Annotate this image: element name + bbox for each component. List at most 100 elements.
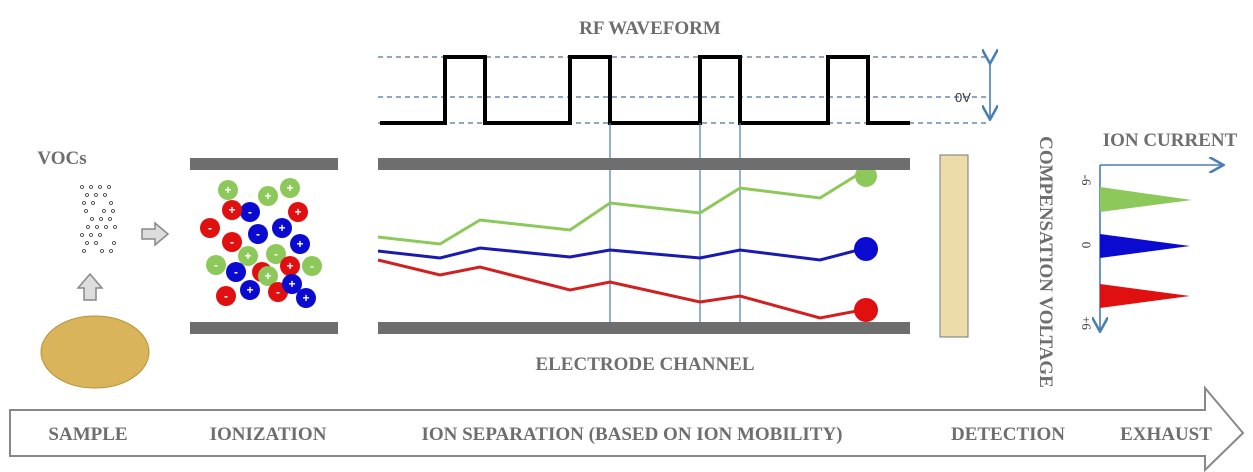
ion: [302, 256, 322, 276]
voc-dot: [113, 225, 117, 229]
dashed-levels: [378, 56, 990, 124]
ion: [248, 224, 268, 244]
ion-sign: +: [286, 259, 293, 273]
voc-dot: [109, 249, 113, 253]
ion-sign: -: [224, 289, 228, 303]
voc-dot: [95, 225, 99, 229]
voc-dot: [94, 193, 98, 197]
voc-dot: [82, 201, 86, 205]
red-path: [377, 258, 863, 320]
voc-dot: [100, 249, 104, 253]
phase-lines: [609, 123, 741, 322]
ion: [238, 246, 258, 266]
voc-dot: [85, 241, 89, 245]
ion-sign: -: [274, 247, 278, 261]
voc-dot: [90, 217, 94, 221]
ion-sign: -: [208, 221, 212, 235]
up-arrow: [76, 272, 104, 301]
voc-dot: [80, 233, 84, 237]
detector-plate: [939, 154, 969, 338]
voc-dot: [99, 217, 103, 221]
ion-sign: +: [224, 183, 231, 197]
ion: [226, 262, 246, 282]
zero-label: 0V: [955, 90, 971, 105]
blue-ion: [854, 237, 878, 261]
cv-tick: 0: [1079, 242, 1094, 249]
voc-dot: [103, 193, 107, 197]
voc-dot: [82, 249, 86, 253]
rf-wave: [380, 55, 910, 125]
potato: [40, 315, 150, 389]
ion: [206, 255, 226, 275]
cv-label: COMPENSATION VOLTAGE: [1035, 136, 1056, 388]
green-peak: [1100, 187, 1192, 212]
ion: [222, 200, 242, 220]
voc-dot: [84, 209, 88, 213]
blue-path: [377, 246, 863, 262]
ion-sign: +: [302, 291, 309, 305]
ion-sign: +: [228, 203, 235, 217]
ion: [290, 234, 310, 254]
ion-sign: +: [296, 237, 303, 251]
ion: [280, 256, 300, 276]
ion: [258, 186, 278, 206]
ion-cloud: +-++-++--++-+--++-+-+-++: [200, 178, 322, 308]
ion-sign: -: [248, 205, 252, 219]
ion: [200, 218, 220, 238]
voc-dot: [109, 201, 113, 205]
voc-dot: [102, 209, 106, 213]
ion: [282, 274, 302, 294]
ion-sign: -: [256, 227, 260, 241]
ion-sign: +: [294, 205, 301, 219]
voc-dot: [107, 185, 111, 189]
voc-dot: [91, 201, 95, 205]
voc-dots: [80, 185, 117, 253]
voc-dot: [89, 233, 93, 237]
process-arrow: [9, 385, 1245, 472]
voc-dot: [108, 217, 112, 221]
ion-sign: +: [264, 189, 271, 203]
ion-sign: +: [288, 277, 295, 291]
ion: [240, 280, 260, 300]
voc-dot: [98, 185, 102, 189]
ion: [216, 286, 236, 306]
electrode-bottom: [378, 322, 910, 334]
ion-sign: -: [310, 259, 314, 273]
ion-sign: +: [278, 221, 285, 235]
cv-tick: +6: [1079, 316, 1094, 330]
stage-labels: SAMPLE IONIZATION ION SEPARATION (BASED ON…: [48, 424, 1212, 445]
voc-dot: [111, 209, 115, 213]
voc-dot: [94, 241, 98, 245]
blue-peak: [1100, 234, 1190, 258]
electrode-top: [378, 158, 910, 170]
ion: [218, 180, 238, 200]
voc-dot: [104, 225, 108, 229]
channel-label: ELECTRODE CHANNEL: [535, 354, 754, 375]
ion: [266, 244, 286, 264]
ion-current-label: ION CURRENT: [1103, 130, 1238, 151]
voc-dot: [85, 193, 89, 197]
electrode-cover: [850, 158, 880, 170]
ion-sign: -: [234, 265, 238, 279]
red-ion: [854, 298, 878, 322]
ion-sign: -: [214, 258, 218, 272]
stage-label: SAMPLE: [48, 424, 127, 445]
voc-dot: [80, 185, 84, 189]
right-arrow: [141, 221, 170, 247]
ion-sign: -: [230, 235, 234, 249]
ion: [258, 266, 278, 286]
ion-sign: -: [276, 285, 280, 299]
rf-title: RF WAVEFORM: [579, 18, 721, 39]
voc-dot: [98, 233, 102, 237]
green-ion: [855, 165, 877, 187]
stage-label: DETECTION: [951, 424, 1065, 445]
ion: [280, 178, 300, 198]
vocs-label: VOCs: [37, 148, 86, 169]
ionizer-bottom: [190, 322, 338, 334]
ion-sign: +: [264, 269, 271, 283]
ion: [222, 232, 242, 252]
ion-sign: +: [244, 249, 251, 263]
stage-label: IONIZATION: [210, 424, 327, 445]
voc-dot: [89, 185, 93, 189]
voc-dot: [112, 241, 116, 245]
